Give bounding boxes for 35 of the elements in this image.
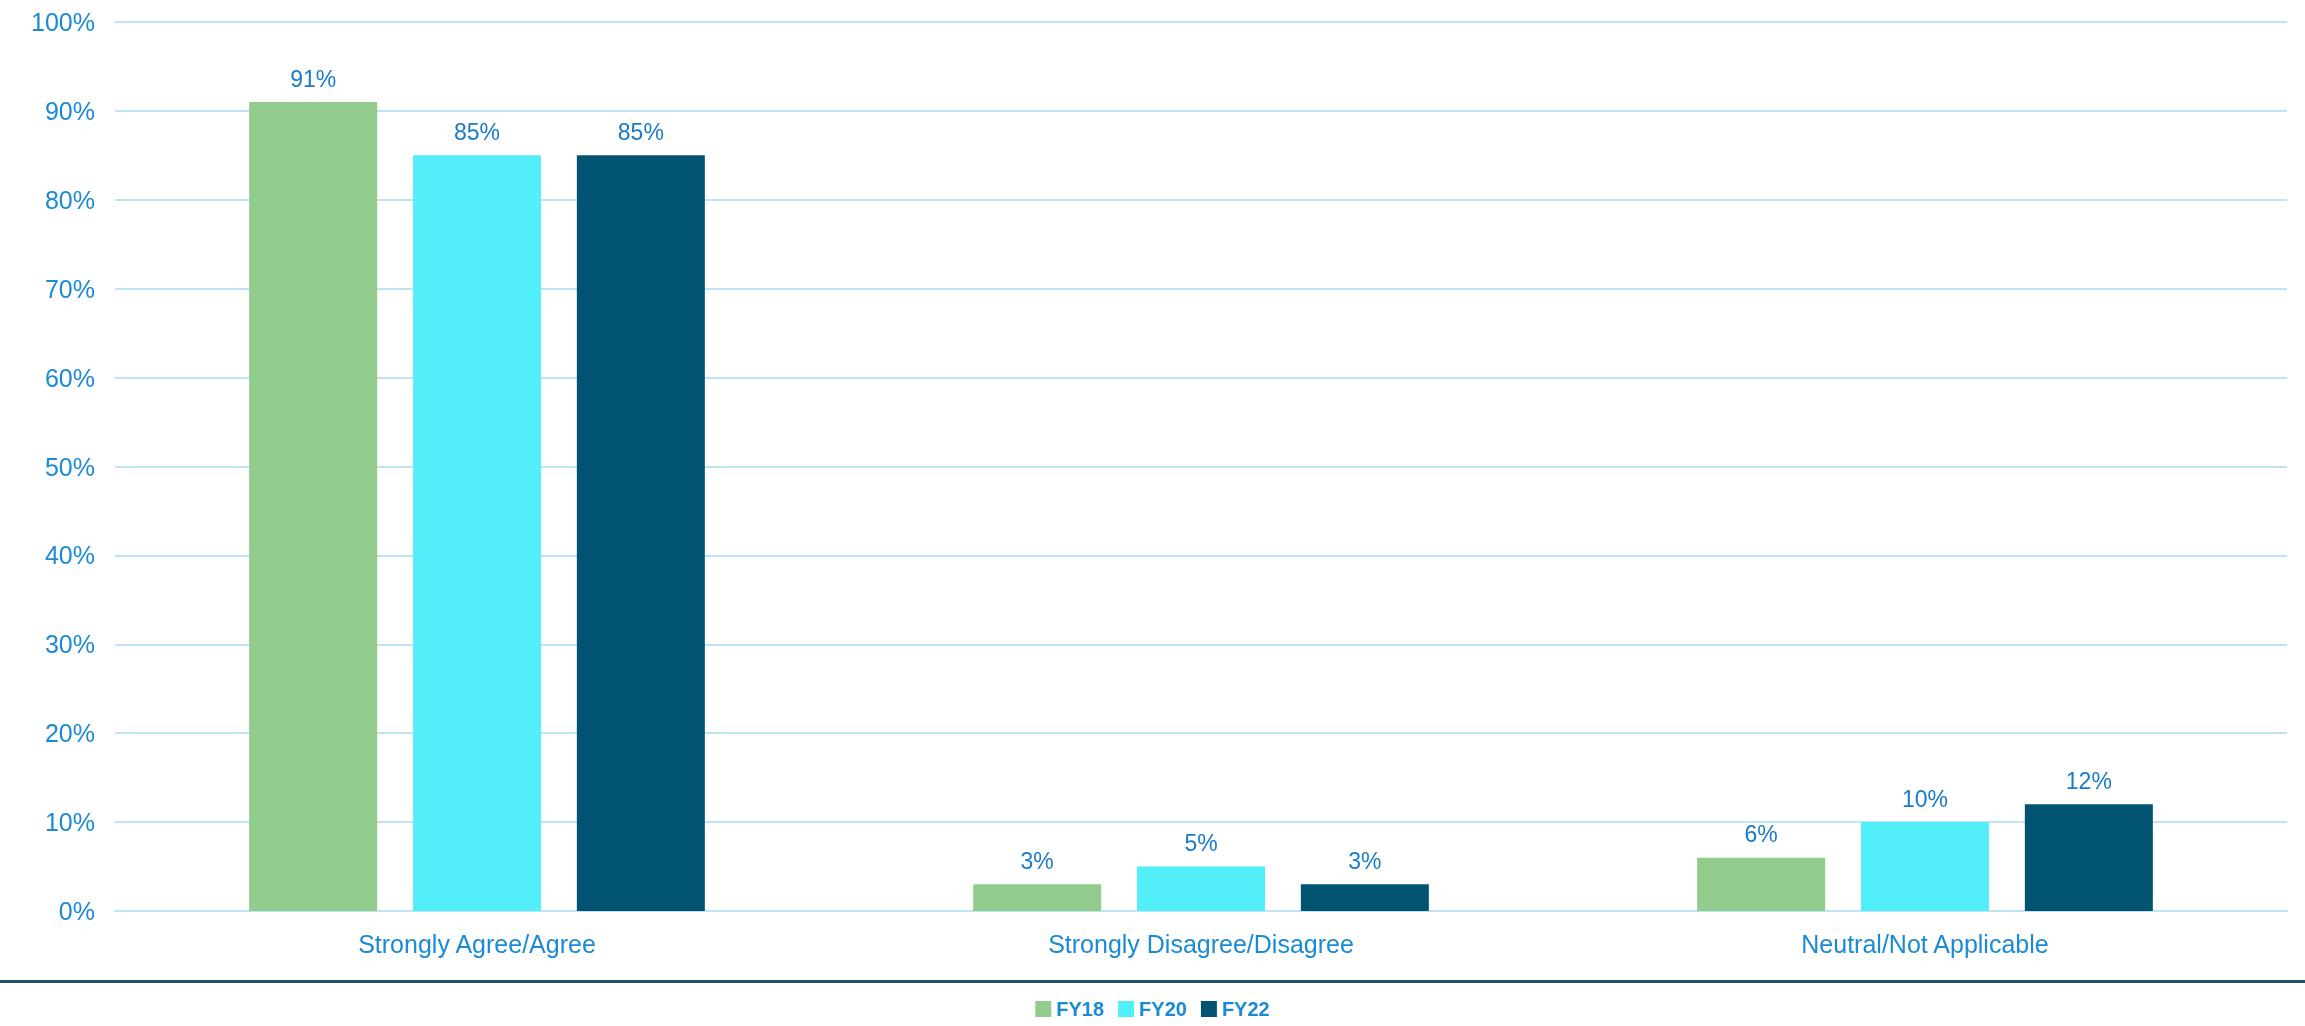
y-tick-label: 50% — [44, 452, 95, 481]
text: 3% — [1348, 847, 1382, 874]
text: 10% — [1901, 785, 1949, 812]
y-tick-label: 60% — [44, 363, 95, 392]
legend-label: FY20 — [1139, 998, 1187, 1020]
y-tick-label: 10% — [44, 808, 95, 837]
legend-label: FY22 — [1221, 998, 1270, 1020]
bar — [576, 155, 705, 911]
text: 85% — [453, 118, 501, 145]
bar — [1697, 857, 1826, 911]
y-tick-label: 30% — [44, 630, 95, 659]
x-tick-label: Neutral/Not Applicable — [1801, 929, 2049, 958]
bar — [1861, 822, 1989, 911]
bar — [1137, 866, 1265, 911]
bar — [413, 155, 541, 911]
y-tick-label: 70% — [44, 274, 95, 303]
bar — [2024, 804, 2153, 911]
text: 91% — [290, 65, 337, 92]
y-tick-label: 20% — [44, 719, 95, 748]
text: 85% — [617, 118, 664, 145]
text: 3% — [1020, 847, 1054, 874]
y-tick-label: 100% — [31, 8, 95, 36]
legend-label: FY18 — [1056, 998, 1105, 1020]
bar — [249, 102, 378, 911]
bar — [973, 884, 1102, 911]
text: 5% — [1184, 830, 1218, 857]
x-tick-label: Strongly Agree/Agree — [358, 929, 596, 958]
text: 6% — [1744, 821, 1778, 848]
y-tick-label: 0% — [58, 897, 95, 925]
y-tick-label: 40% — [44, 541, 95, 570]
text: 12% — [2065, 767, 2112, 794]
y-tick-label: 80% — [44, 185, 95, 214]
bar — [1300, 884, 1429, 911]
y-tick-label: 90% — [44, 96, 95, 125]
x-tick-label: Strongly Disagree/Disagree — [1048, 929, 1354, 958]
